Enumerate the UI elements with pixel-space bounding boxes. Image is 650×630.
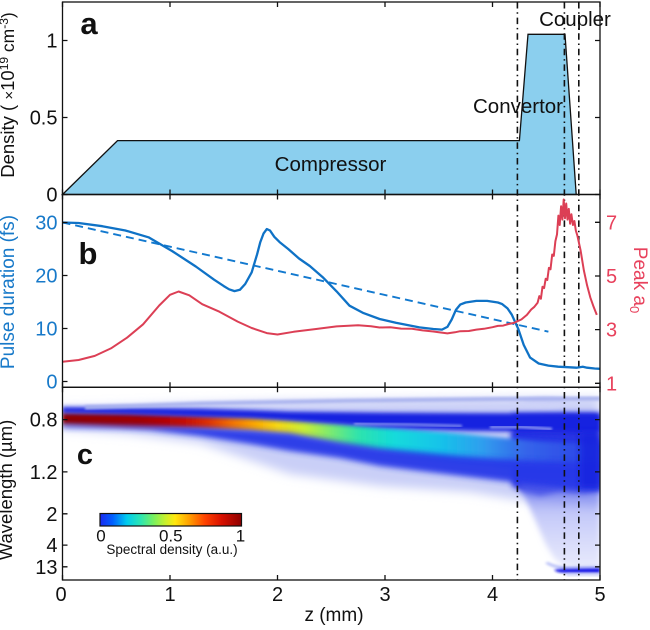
- svg-text:Pulse duration (fs): Pulse duration (fs): [0, 215, 19, 369]
- svg-text:20: 20: [35, 266, 57, 288]
- svg-text:3: 3: [606, 320, 617, 342]
- svg-text:c: c: [77, 439, 93, 471]
- svg-text:4: 4: [46, 535, 57, 557]
- svg-text:4: 4: [487, 584, 498, 606]
- svg-text:1: 1: [606, 373, 617, 395]
- svg-text:5: 5: [594, 584, 605, 606]
- svg-text:1.2: 1.2: [30, 462, 58, 484]
- svg-text:Peak a0: Peak a0: [627, 247, 650, 313]
- svg-text:Coupler: Coupler: [539, 8, 611, 31]
- svg-text:Wavelength (µm): Wavelength (µm): [0, 420, 16, 561]
- svg-text:a: a: [80, 6, 98, 41]
- svg-text:z (mm): z (mm): [304, 605, 363, 626]
- svg-text:b: b: [79, 236, 98, 271]
- svg-text:2: 2: [272, 584, 283, 606]
- svg-text:1: 1: [236, 527, 245, 546]
- svg-text:0.5: 0.5: [30, 108, 58, 130]
- svg-text:0: 0: [96, 527, 105, 546]
- svg-text:30: 30: [35, 213, 57, 235]
- svg-text:1: 1: [164, 584, 175, 606]
- svg-text:0.8: 0.8: [30, 410, 58, 432]
- svg-text:13: 13: [35, 557, 57, 579]
- svg-text:5: 5: [606, 266, 617, 288]
- svg-text:Compressor: Compressor: [275, 153, 387, 176]
- svg-text:10: 10: [35, 319, 57, 341]
- svg-text:0: 0: [55, 584, 66, 606]
- svg-text:1: 1: [46, 31, 57, 53]
- svg-text:7: 7: [606, 212, 617, 234]
- svg-text:Convertor: Convertor: [473, 95, 563, 118]
- svg-text:Density ( ×1019 cm-3): Density ( ×1019 cm-3): [0, 12, 18, 178]
- svg-text:0: 0: [46, 185, 57, 207]
- svg-text:2: 2: [46, 504, 57, 526]
- svg-text:3: 3: [379, 584, 390, 606]
- svg-text:0: 0: [46, 372, 57, 394]
- svg-text:Spectral density (a.u.): Spectral density (a.u.): [106, 542, 237, 557]
- svg-text:0.5: 0.5: [159, 527, 183, 546]
